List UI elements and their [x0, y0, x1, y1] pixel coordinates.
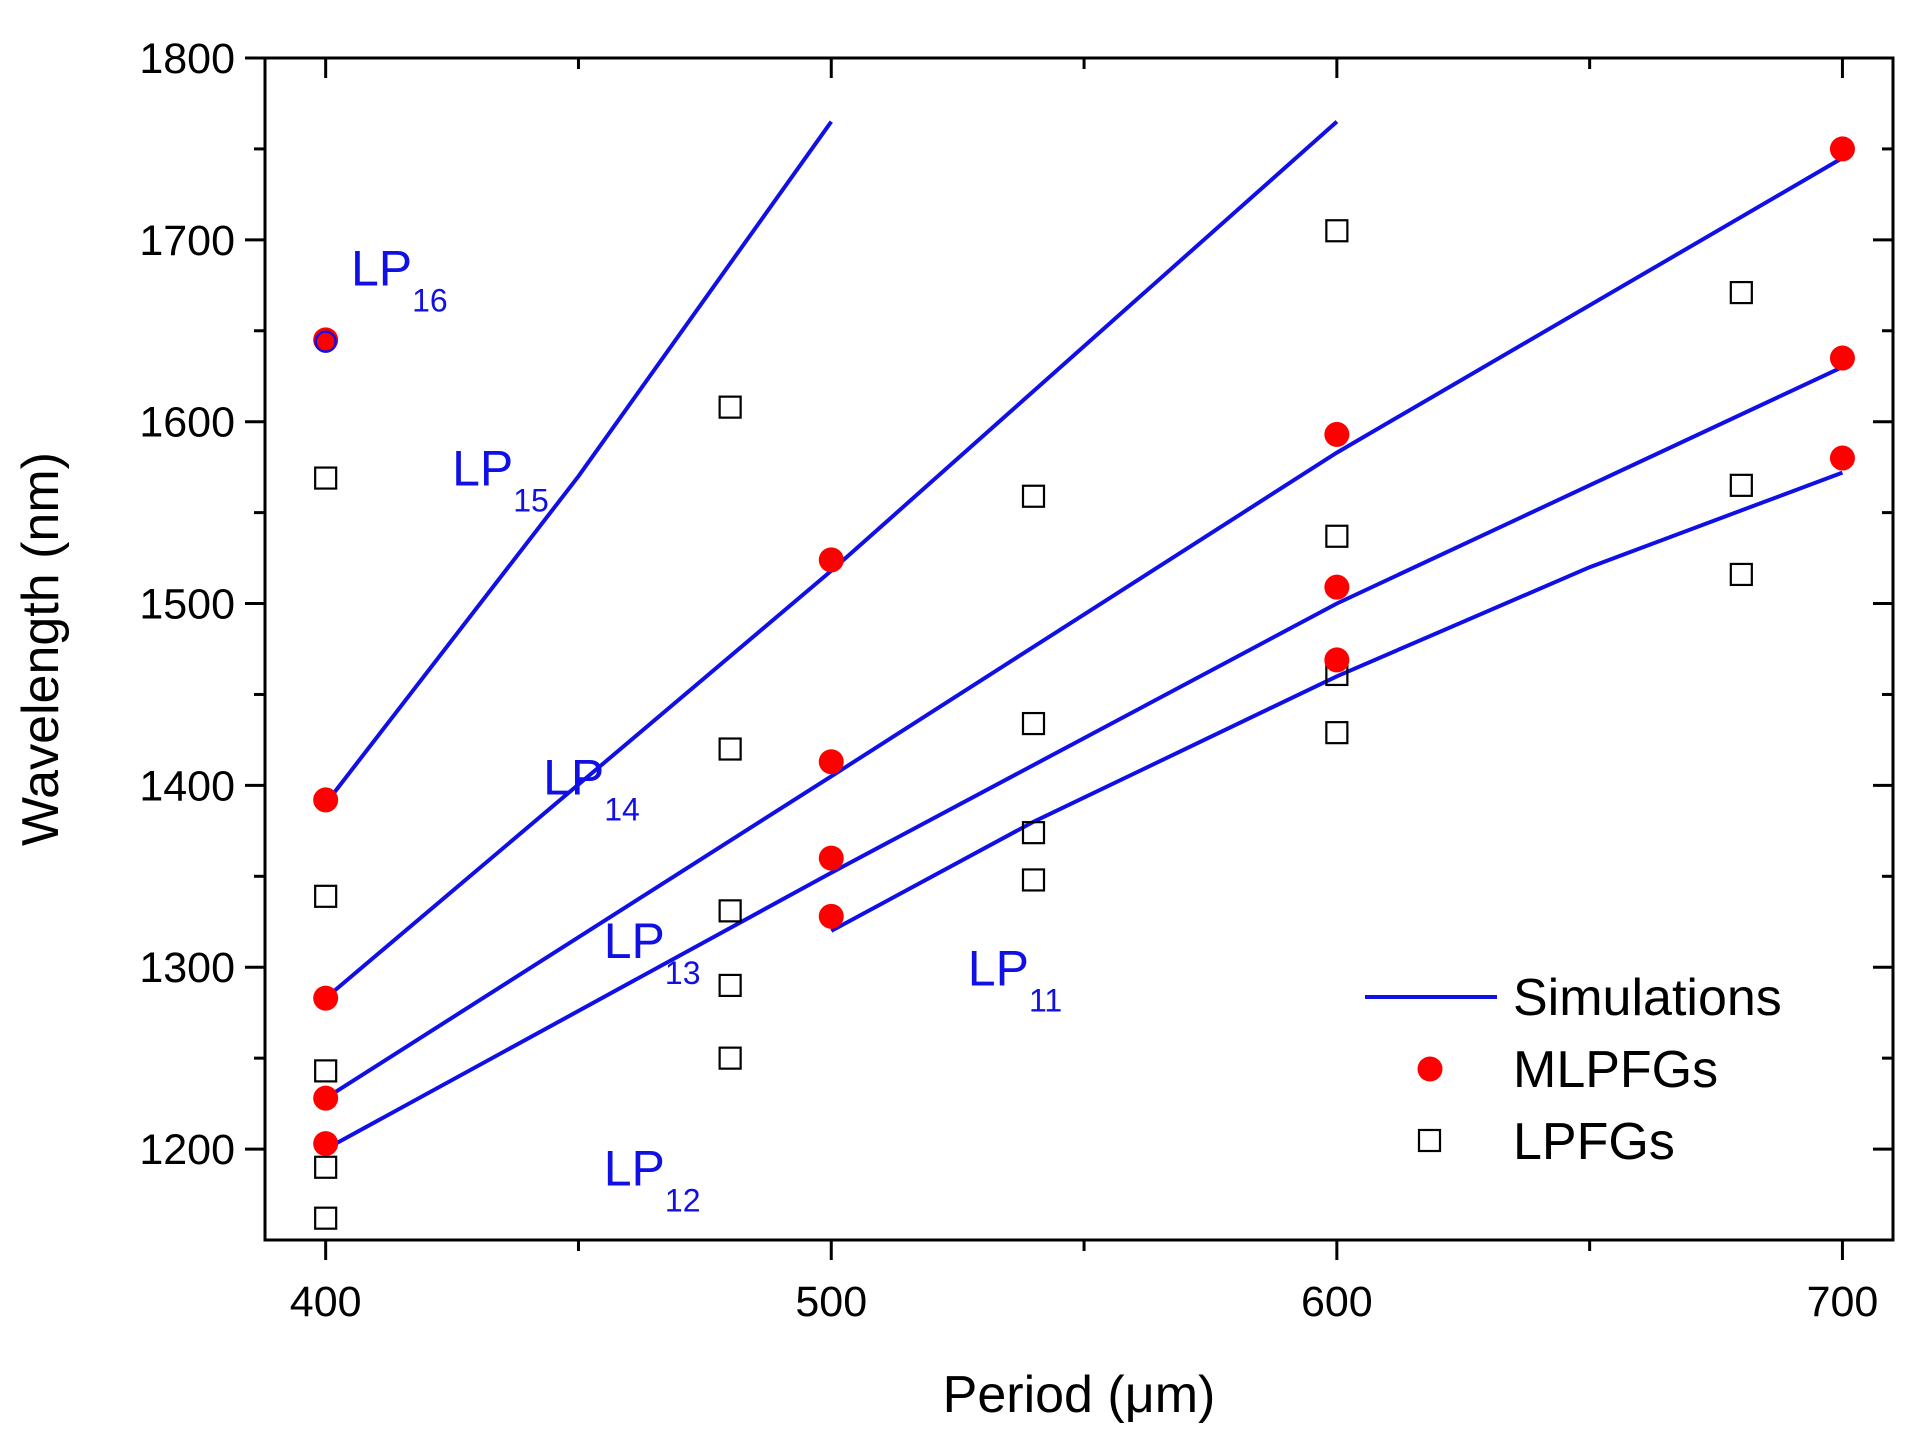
mode-label-lp14: LP14 — [543, 749, 640, 827]
lpfg-points — [314, 219, 1753, 1230]
mode-label-lp15: LP15 — [452, 440, 549, 518]
lpfg-point — [1325, 219, 1349, 243]
lpfg-point — [314, 1206, 338, 1230]
blue-open-circle-point — [314, 330, 337, 353]
mlpfg-point — [313, 1085, 339, 1111]
y-tick-label-1200: 1200 — [139, 1126, 235, 1174]
mlpfg-point — [313, 787, 339, 813]
x-tick-label-400: 400 — [290, 1278, 362, 1326]
simulation-curve-lp12 — [324, 365, 1844, 1151]
lpfg-point — [718, 973, 742, 998]
lpfg-point — [718, 737, 742, 761]
mode-label-lp16: LP16 — [351, 240, 448, 318]
lpfg-point — [1021, 821, 1046, 845]
mlpfg-points — [313, 136, 1855, 1157]
lpfg-point — [314, 466, 338, 490]
lpfg-point — [314, 884, 338, 908]
simulation-curves — [324, 120, 1844, 1151]
simulation-curve-lp13 — [324, 156, 1844, 1100]
mlpfg-point — [818, 749, 844, 775]
y-tick-label-1400: 1400 — [139, 762, 235, 810]
y-tick-label-1800: 1800 — [139, 35, 235, 83]
legend-mlpfgs-label: MLPFGs — [1513, 1041, 1718, 1099]
lpfg-point — [314, 1059, 338, 1083]
simulation-curve-lp15 — [324, 120, 833, 805]
y-tick-label-1500: 1500 — [139, 581, 235, 629]
mode-labels: LP16 LP15 LP14 LP13 LP12 LP11 — [351, 240, 1062, 1218]
y-tick-label-1600: 1600 — [139, 399, 235, 447]
mlpfg-point — [1829, 345, 1855, 371]
plot-frame — [263, 56, 1895, 1242]
lpfg-point — [1325, 721, 1349, 745]
mlpfg-point — [818, 903, 844, 929]
lpfg-point — [718, 395, 742, 419]
x-tick-label-500: 500 — [795, 1278, 867, 1326]
y-tick-label-1700: 1700 — [139, 217, 235, 265]
y-axis-title: Wavelength (nm) — [12, 452, 70, 846]
x-tick-label-700: 700 — [1807, 1278, 1879, 1326]
lpfg-point — [1729, 562, 1753, 587]
mlpfg-point — [1829, 136, 1855, 162]
axis-ticks — [245, 56, 1893, 1260]
mode-label-lp13: LP13 — [604, 913, 701, 991]
mode-label-lp12: LP12 — [604, 1140, 701, 1218]
x-axis-title: Period (μm) — [943, 1366, 1216, 1424]
mlpfg-point — [818, 845, 844, 871]
mode-label-lp11: LP11 — [968, 940, 1062, 1018]
lpfg-point — [1021, 484, 1046, 508]
lpfg-point — [1021, 868, 1046, 892]
legend-lpfgs-marker — [1417, 1128, 1442, 1153]
mlpfg-point — [1829, 445, 1855, 471]
legend-mlpfgs-marker — [1417, 1056, 1443, 1082]
legend-simulations-label: Simulations — [1513, 969, 1782, 1027]
mlpfg-point — [818, 547, 844, 573]
mlpfg-point — [1324, 574, 1350, 600]
y-tick-label-1300: 1300 — [139, 944, 235, 992]
lpfg-point — [1325, 524, 1349, 548]
legend-lpfgs-label: LPFGs — [1513, 1113, 1675, 1171]
x-tick-label-600: 600 — [1301, 1278, 1373, 1326]
mlpfg-point — [313, 985, 339, 1011]
mlpfg-point — [1324, 647, 1350, 673]
lpfg-point — [718, 1046, 742, 1070]
lpfg-point — [1021, 711, 1046, 736]
lpfg-point — [314, 1155, 338, 1179]
lpfg-point — [1729, 280, 1753, 305]
mlpfg-point — [313, 1131, 339, 1157]
axis-tick-labels: 400 500 600 700 1200 1300 1400 1500 1600 1700 1800 — [139, 35, 1878, 1326]
simulation-curve-lp11 — [830, 470, 1844, 933]
lpfg-point — [718, 899, 742, 923]
lpfg-point — [1729, 473, 1753, 497]
legend: Simulations MLPFGs LPFGs — [1365, 969, 1782, 1171]
mlpfg-point — [1324, 421, 1350, 447]
